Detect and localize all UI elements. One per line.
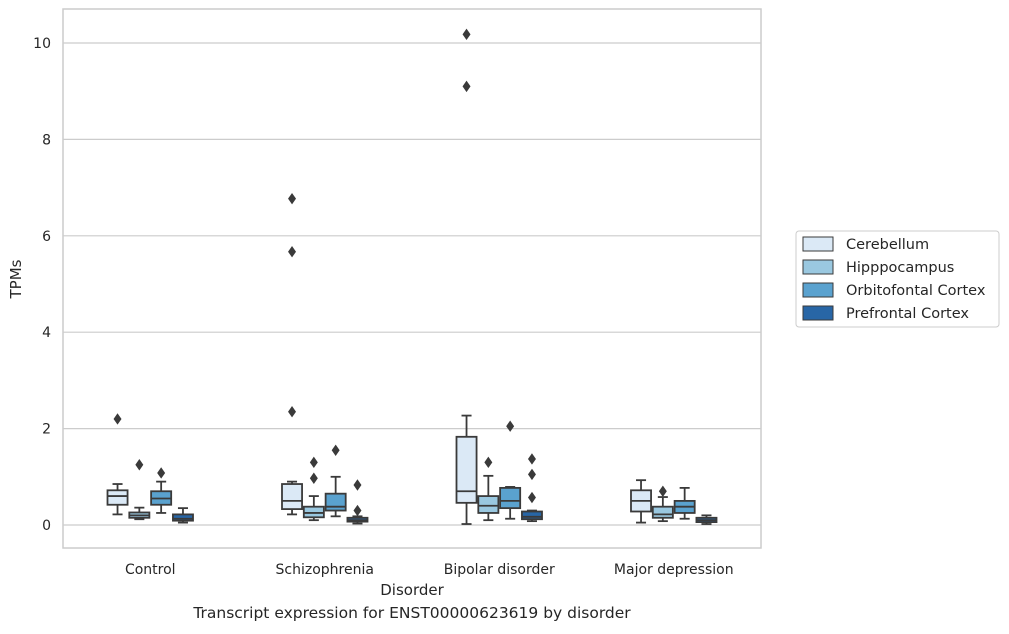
x-axis-label: Disorder: [380, 581, 444, 599]
y-tick-label: 2: [42, 422, 51, 438]
legend-swatch: [802, 282, 834, 298]
outlier-point: [527, 453, 536, 465]
y-tick-label: 0: [42, 518, 51, 534]
outlier-point: [506, 420, 515, 432]
y-tick-label: 10: [33, 36, 51, 52]
outlier-point: [658, 485, 667, 497]
legend-label: Orbitofontal Cortex: [846, 283, 986, 299]
outlier-point: [462, 80, 471, 93]
x-tick-label: Major depression: [614, 562, 734, 578]
box-cerebellum: [281, 192, 303, 516]
box-prefrontal-cortex: [172, 507, 194, 524]
box-groups: [106, 28, 718, 525]
outlier-point: [288, 406, 297, 418]
y-axis-ticks: 0 2 4 6 8 10: [33, 36, 51, 534]
outlier-point: [113, 413, 122, 425]
box-iqr: [172, 513, 194, 522]
outlier-point: [288, 246, 297, 258]
legend-label: Hipppocampus: [846, 260, 954, 276]
box-orbitofontal-cortex: [673, 486, 696, 520]
legend-frame: [795, 230, 1000, 328]
box-orbitofontal-cortex: [150, 467, 173, 514]
legend-label: Cerebellum: [846, 237, 929, 253]
plot-frame: [62, 8, 762, 549]
box-cerebellum: [106, 413, 129, 516]
outlier-point: [353, 504, 362, 517]
box-cerebellum: [455, 28, 478, 525]
box-iqr: [477, 495, 500, 514]
outlier-point: [157, 467, 166, 479]
box-orbitofontal-cortex: [499, 420, 522, 520]
box-cerebellum: [630, 479, 652, 524]
outlier-point: [527, 491, 536, 504]
box-orbitofontal-cortex: [324, 444, 347, 518]
box-iqr: [651, 505, 674, 519]
legend-swatch: [802, 305, 834, 321]
box-iqr: [521, 510, 543, 521]
outlier-point: [288, 192, 297, 205]
x-tick-label: Bipolar disorder: [444, 562, 555, 578]
outlier-point: [331, 444, 340, 456]
box-iqr: [324, 492, 347, 512]
box-hipppocampus: [477, 456, 500, 522]
legend-label: Prefrontal Cortex: [846, 306, 969, 322]
box-iqr: [455, 435, 478, 504]
y-axis-label: TPMs: [7, 259, 25, 299]
legend-swatch: [802, 259, 834, 275]
figure-caption: Transcript expression for ENST0000062361…: [193, 604, 631, 622]
outlier-point: [309, 472, 318, 484]
gridlines: [63, 42, 761, 526]
y-tick-label: 8: [42, 132, 51, 148]
box-prefrontal-cortex: [521, 453, 543, 523]
outlier-point: [462, 28, 471, 41]
box-iqr: [302, 505, 325, 519]
y-tick-label: 4: [42, 325, 51, 341]
x-tick-label: Control: [125, 562, 176, 578]
outlier-point: [353, 479, 362, 491]
box-iqr: [281, 483, 303, 510]
legend-swatch: [802, 236, 834, 252]
box-hipppocampus: [302, 456, 325, 522]
outlier-point: [309, 456, 318, 469]
y-tick-label: 6: [42, 229, 51, 245]
box-prefrontal-cortex: [346, 479, 369, 525]
outlier-point: [527, 468, 536, 481]
box-hipppocampus: [128, 459, 151, 521]
box-iqr: [499, 486, 522, 510]
legend: Cerebellum Hipppocampus Orbitofontal Corte…: [795, 230, 1000, 328]
box-prefrontal-cortex: [695, 514, 718, 525]
x-tick-label: Schizophrenia: [276, 562, 374, 578]
outlier-point: [484, 456, 493, 469]
box-hipppocampus: [651, 485, 674, 523]
x-axis-ticks: Control Schizophrenia Bipolar disorder Majo…: [125, 562, 734, 578]
box-iqr: [106, 489, 129, 506]
outlier-point: [135, 459, 144, 471]
